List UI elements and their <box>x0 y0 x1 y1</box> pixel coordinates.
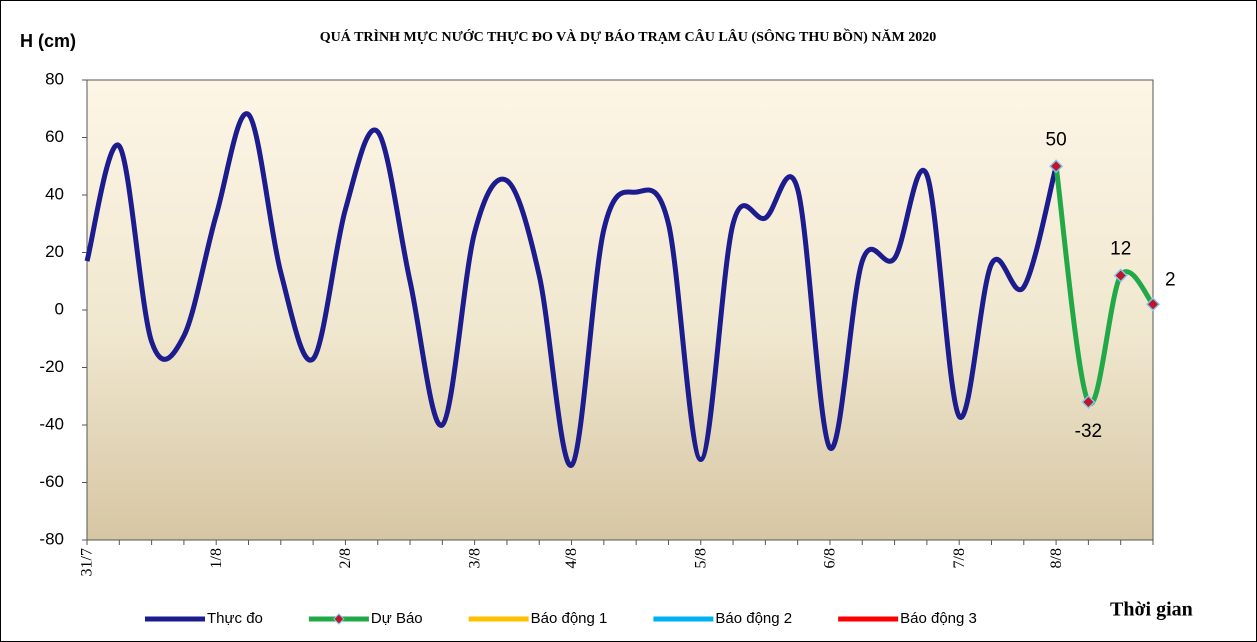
x-tick-label: 1/8 <box>208 548 225 568</box>
marker <box>1145 297 1161 312</box>
x-tick-label: 4/8 <box>563 548 580 568</box>
y-tick-label: -80 <box>39 529 64 548</box>
data-label: 50 <box>1046 129 1067 150</box>
y-tick-label: 60 <box>45 127 64 146</box>
x-tick-label: 7/8 <box>951 548 968 568</box>
data-label: 2 <box>1165 269 1176 290</box>
legend-label: Báo động 3 <box>900 610 977 627</box>
marker <box>1081 394 1096 410</box>
legend-marker <box>333 613 345 625</box>
y-tick-label: -60 <box>39 472 64 491</box>
legend-label: Dự Báo <box>371 610 423 627</box>
data-label: -32 <box>1075 421 1102 442</box>
x-tick-label: 6/8 <box>822 548 839 568</box>
y-tick-label: 40 <box>45 184 64 203</box>
line <box>1053 165 1155 407</box>
y-tick-label: 0 <box>55 299 64 318</box>
legend-label: Báo động 1 <box>531 610 608 627</box>
x-tick-label: 5/8 <box>692 548 709 568</box>
y-axis-label: H (cm) <box>20 31 76 51</box>
x-tick-label: 31/7 <box>79 548 96 576</box>
marker <box>1113 268 1128 283</box>
y-tick-label: -40 <box>39 414 64 433</box>
y-tick-label: 80 <box>45 69 64 88</box>
legend-label: Báo động 2 <box>715 610 792 627</box>
plot-area <box>86 79 1154 541</box>
x-tick-label: 3/8 <box>466 548 483 568</box>
x-tick-label: 2/8 <box>337 548 354 568</box>
y-tick-label: 20 <box>45 242 64 261</box>
legend-label: Thực đo <box>207 610 263 627</box>
line <box>84 111 1059 468</box>
y-tick-label: -20 <box>39 357 64 376</box>
x-axis-label: Thời gian <box>1110 599 1193 621</box>
x-tick-label: 8/8 <box>1048 548 1065 568</box>
marker <box>1049 159 1064 174</box>
data-label: 12 <box>1110 239 1131 260</box>
chart-title: QUÁ TRÌNH MỰC NƯỚC THỰC ĐO VÀ DỰ BÁO TRẠ… <box>320 27 937 45</box>
